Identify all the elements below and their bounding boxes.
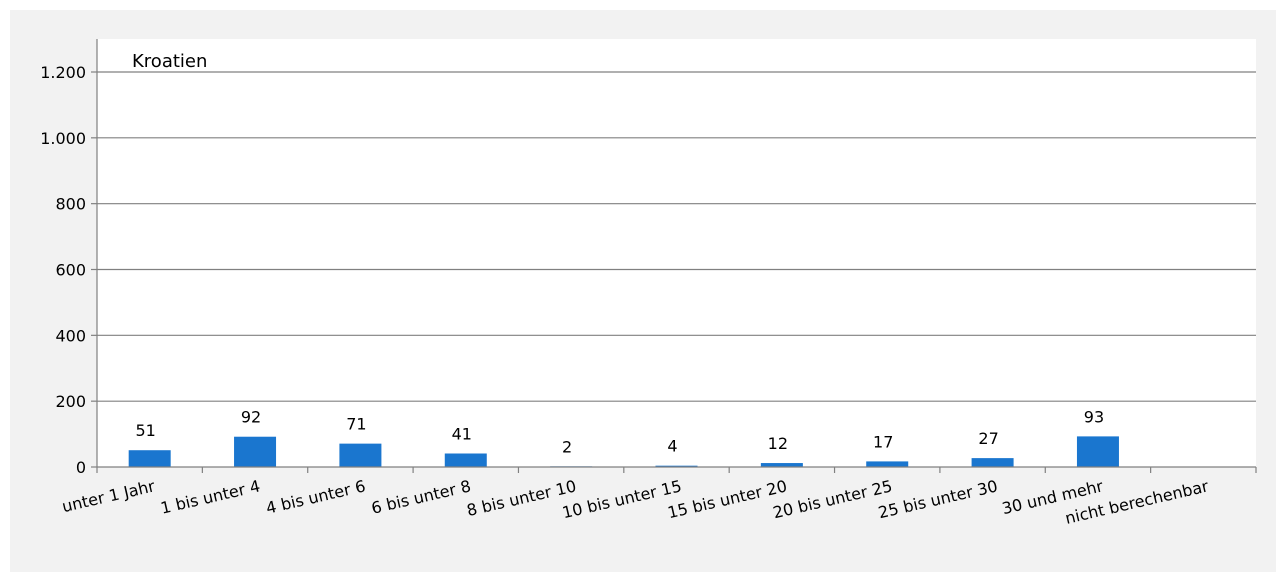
- y-tick-label: 800: [55, 195, 86, 214]
- y-tick-label: 400: [55, 326, 86, 345]
- x-tick-label: 15 bis unter 20: [666, 476, 789, 522]
- bar: [234, 436, 277, 467]
- data-label: 51: [136, 421, 156, 440]
- bar: [444, 453, 487, 467]
- x-tick-label: unter 1 Jahr: [60, 476, 157, 516]
- bar: [1076, 436, 1119, 467]
- data-label: 12: [768, 434, 788, 453]
- y-tick-label: 200: [55, 392, 86, 411]
- data-label: 17: [873, 432, 893, 451]
- data-label: 2: [562, 437, 572, 456]
- data-label: 93: [1084, 407, 1104, 426]
- x-tick-label: 20 bis unter 25: [771, 476, 894, 522]
- gridlines: [97, 71, 1256, 402]
- x-tick-label: 10 bis unter 15: [560, 476, 683, 522]
- y-tick-label: 1.000: [40, 129, 86, 148]
- bar: [866, 461, 909, 467]
- y-tick-label: 0: [76, 458, 86, 477]
- bar: [971, 458, 1014, 467]
- x-tick-label: 1 bis unter 4: [159, 476, 262, 517]
- bars: [128, 436, 1119, 467]
- data-label: 27: [978, 429, 998, 448]
- bar: [339, 443, 382, 467]
- data-label: 41: [452, 425, 472, 444]
- bar: [128, 450, 171, 467]
- bar: [655, 465, 698, 467]
- x-tick-label: 25 bis unter 30: [876, 476, 999, 522]
- plot-area: [97, 39, 1256, 467]
- chart-title: Kroatien: [132, 51, 207, 72]
- y-tick-label: 1.200: [40, 63, 86, 82]
- x-tick-label: 8 bis unter 10: [465, 476, 578, 520]
- bar: [760, 463, 803, 467]
- data-label: 92: [241, 408, 261, 427]
- x-tick-label: 4 bis unter 6: [264, 476, 367, 517]
- data-label: 4: [667, 437, 677, 456]
- y-tick-label: 600: [55, 261, 86, 280]
- y-axis-ticks: 0 200 400 600 800 1.000 1.200: [40, 63, 97, 477]
- x-tick-label: 6 bis unter 8: [369, 476, 472, 517]
- x-axis: [96, 39, 1257, 473]
- data-label: 71: [346, 415, 366, 434]
